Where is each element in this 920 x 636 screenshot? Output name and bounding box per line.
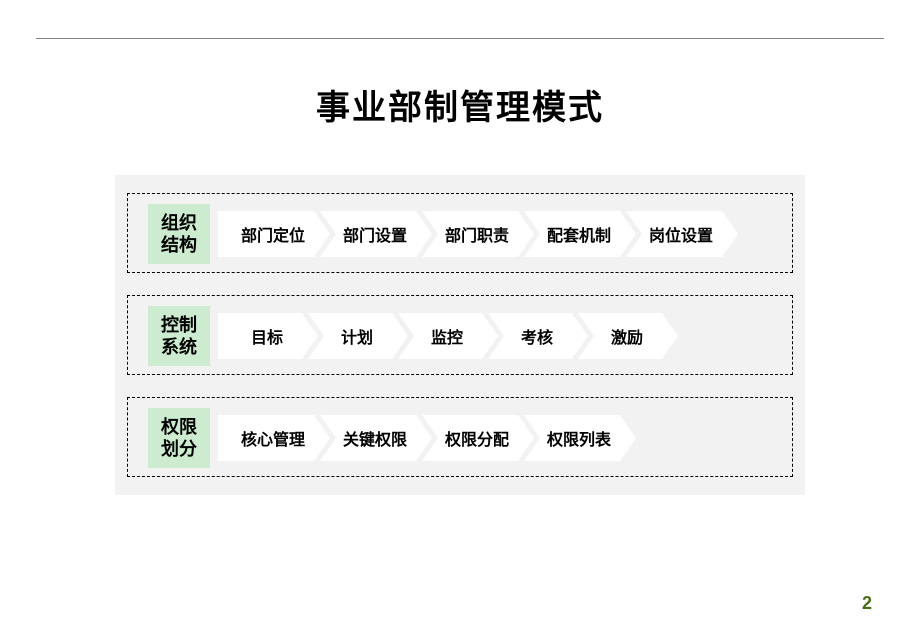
category-label: 组织 结构 xyxy=(148,204,210,264)
chevron-step: 岗位设置 xyxy=(626,211,738,257)
chevron-label: 计划 xyxy=(335,324,381,348)
chevron-strip: 核心管理关键权限权限分配权限列表 xyxy=(218,415,626,461)
chevron-label: 目标 xyxy=(245,324,291,348)
chevron-step: 部门职责 xyxy=(422,211,534,257)
top-rule xyxy=(36,38,884,39)
row-org-structure: 组织 结构 部门定位部门设置部门职责配套机制岗位设置 xyxy=(127,193,793,273)
chevron-label: 配套机制 xyxy=(541,222,619,246)
chevron-step: 配套机制 xyxy=(524,211,636,257)
chevron-label: 监控 xyxy=(425,324,471,348)
chevron-step: 部门定位 xyxy=(218,211,330,257)
chevron-step: 监控 xyxy=(398,313,498,359)
chevron-step: 关键权限 xyxy=(320,415,432,461)
chevron-label: 部门定位 xyxy=(235,222,313,246)
chevron-step: 权限列表 xyxy=(524,415,636,461)
chevron-step: 核心管理 xyxy=(218,415,330,461)
chevron-label: 考核 xyxy=(515,324,561,348)
chevron-label: 关键权限 xyxy=(337,426,415,450)
row-authority: 权限 划分 核心管理关键权限权限分配权限列表 xyxy=(127,397,793,477)
category-label: 权限 划分 xyxy=(148,408,210,468)
row-control-system: 控制 系统 目标 计划 监控 考核 激励 xyxy=(127,295,793,375)
chevron-label: 岗位设置 xyxy=(643,222,721,246)
chevron-label: 激励 xyxy=(605,324,651,348)
chevron-label: 权限列表 xyxy=(541,426,619,450)
chevron-strip: 目标 计划 监控 考核 激励 xyxy=(218,313,668,359)
chevron-step: 考核 xyxy=(488,313,588,359)
chevron-label: 权限分配 xyxy=(439,426,517,450)
chevron-step: 权限分配 xyxy=(422,415,534,461)
chevron-label: 核心管理 xyxy=(235,426,313,450)
chevron-step: 计划 xyxy=(308,313,408,359)
chevron-step: 激励 xyxy=(578,313,678,359)
page-title: 事业部制管理模式 xyxy=(0,80,920,129)
diagram-panel: 组织 结构 部门定位部门设置部门职责配套机制岗位设置 控制 系统 目标 计划 监控 考… xyxy=(115,175,805,495)
chevron-label: 部门设置 xyxy=(337,222,415,246)
category-label: 控制 系统 xyxy=(148,306,210,366)
chevron-label: 部门职责 xyxy=(439,222,517,246)
chevron-step: 目标 xyxy=(218,313,318,359)
chevron-step: 部门设置 xyxy=(320,211,432,257)
chevron-strip: 部门定位部门设置部门职责配套机制岗位设置 xyxy=(218,211,728,257)
page-number: 2 xyxy=(862,593,872,614)
